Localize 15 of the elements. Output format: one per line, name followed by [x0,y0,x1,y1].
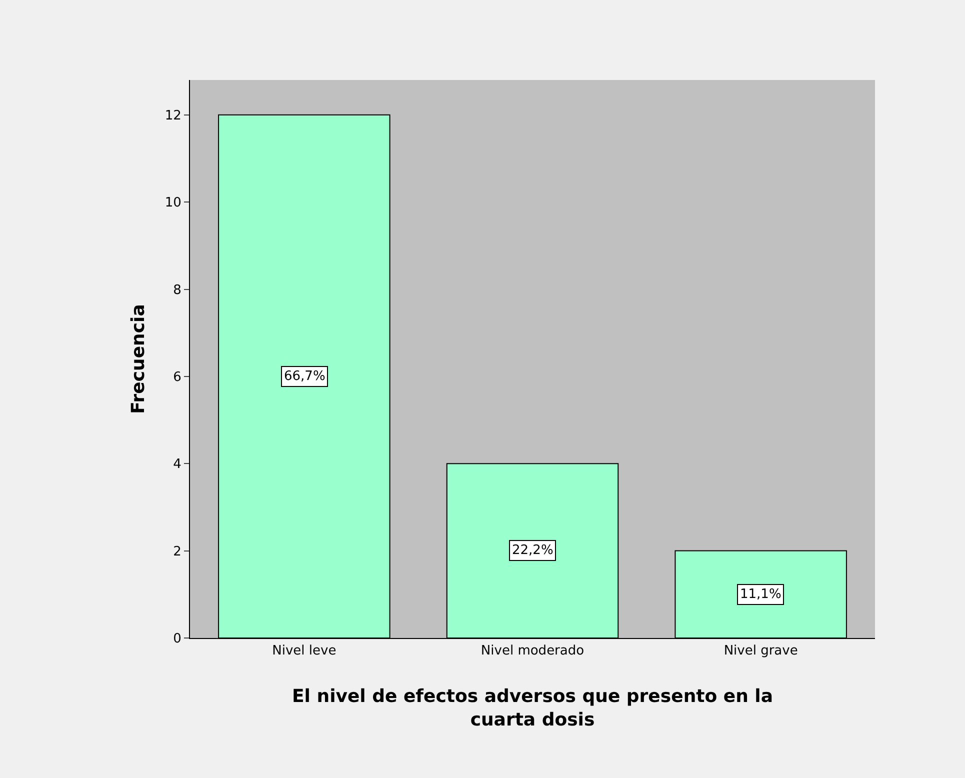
y-axis-title: Frecuencia [128,304,149,414]
x-tick-label: Nivel leve [272,644,336,659]
x-axis-title: El nivel de efectos adversos que presento en la cuarta dosis [292,686,773,730]
y-tick-label: 8 [173,282,182,298]
y-tick-label: 4 [173,457,182,472]
annotation: 66,7% [284,369,326,384]
y-tick-label: 10 [164,196,182,211]
x-tick-label: Nivel grave [724,644,798,659]
y-tick-label: 2 [173,544,182,560]
annotation: 22,2% [512,543,554,558]
x-tick-label: Nivel moderado [480,644,584,659]
y-tick-label: 0 [173,632,182,647]
y-tick-label: 12 [164,108,182,124]
y-tick-label: 6 [173,370,182,385]
annotation: 11,1% [740,587,782,602]
